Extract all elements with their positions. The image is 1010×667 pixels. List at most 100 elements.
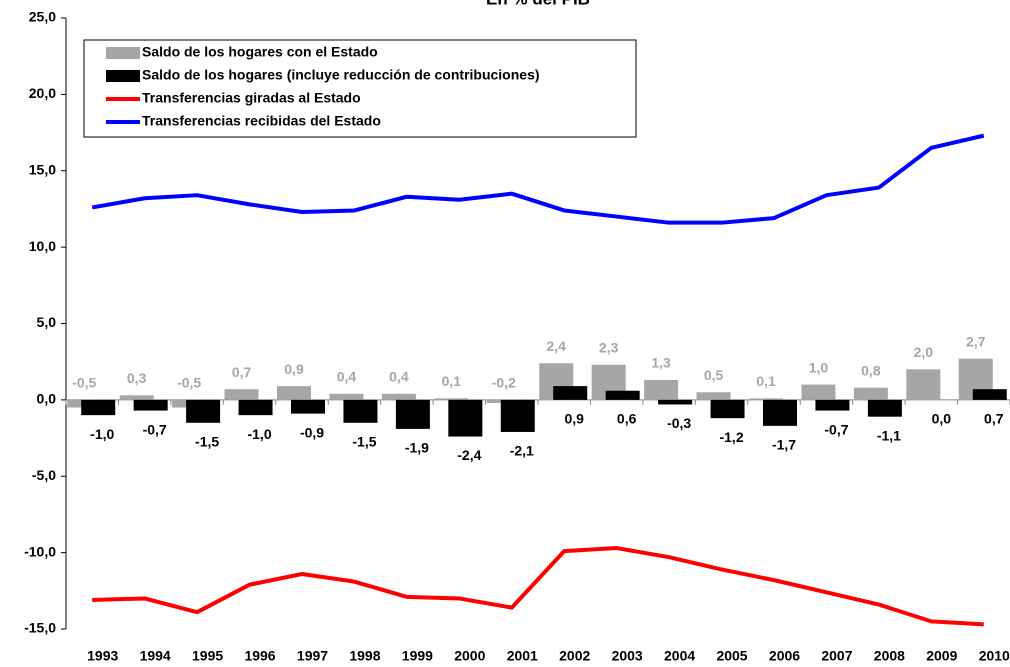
x-tick-label: 1993 [87, 648, 118, 664]
value-label: 0,9 [284, 361, 304, 377]
legend-label: Saldo de los hogares con el Estado [142, 44, 378, 60]
value-label: 0,1 [756, 373, 776, 389]
bar [291, 399, 325, 414]
value-label: 0,4 [389, 368, 409, 384]
value-label: 0,3 [127, 370, 147, 386]
x-tick-label: 2004 [664, 648, 695, 664]
value-label: 2,0 [914, 344, 934, 360]
x-tick-label: 2001 [507, 648, 538, 664]
bar [238, 399, 273, 416]
value-label: -1,9 [405, 440, 429, 456]
value-label: 2,3 [599, 339, 619, 355]
bar [906, 369, 941, 400]
legend-label: Transferencias giradas al Estado [142, 90, 361, 106]
x-tick-label: 2002 [559, 648, 590, 664]
value-label: 0,5 [704, 367, 724, 383]
bar [710, 399, 745, 419]
value-label: -1,0 [247, 426, 271, 442]
x-tick-label: 1999 [402, 648, 433, 664]
bar [434, 398, 469, 400]
bar [658, 399, 693, 405]
x-tick-label: 2009 [926, 648, 957, 664]
bar [81, 399, 116, 416]
line [91, 133, 985, 225]
value-label: 1,0 [809, 359, 829, 375]
value-label: 0,4 [337, 368, 357, 384]
value-label: 2,4 [546, 338, 566, 354]
bar [644, 380, 679, 400]
value-label: 0,1 [442, 373, 462, 389]
x-tick-label: 1998 [349, 648, 380, 664]
value-label: 0,8 [861, 362, 881, 378]
value-label: -0,5 [177, 375, 201, 391]
y-tick-label: 20,0 [29, 85, 56, 101]
value-label: 0,7 [232, 364, 252, 380]
value-label: -2,1 [510, 443, 534, 459]
value-label: -1,2 [719, 429, 743, 445]
bar [277, 386, 311, 400]
x-tick-label: 1997 [297, 648, 328, 664]
value-label: 0,6 [617, 411, 637, 427]
value-label: -2,4 [457, 447, 481, 463]
legend-swatch [106, 70, 140, 82]
bar [395, 399, 430, 429]
bar [329, 393, 364, 400]
value-label: -0,7 [824, 421, 848, 437]
bar [696, 392, 731, 400]
x-tick-label: 2008 [874, 648, 905, 664]
x-tick-label: 1994 [140, 648, 171, 664]
value-label: 1,3 [651, 355, 671, 371]
y-tick-label: 25,0 [29, 9, 56, 25]
x-tick-label: 2000 [454, 648, 485, 664]
x-tick-label: 2005 [716, 648, 747, 664]
value-label: -0,5 [72, 375, 96, 391]
bar [605, 390, 640, 400]
bar [801, 384, 836, 400]
legend-box [83, 39, 637, 138]
y-tick-label: 5,0 [37, 314, 57, 330]
value-label: -1,1 [877, 427, 901, 443]
legend-label: Transferencias recibidas del Estado [142, 113, 381, 129]
x-tick-label: 1995 [192, 648, 223, 664]
bar [500, 399, 535, 432]
line [92, 546, 984, 627]
bar [224, 389, 259, 400]
bar [448, 399, 483, 437]
bar [186, 399, 221, 423]
y-tick-label: 15,0 [29, 161, 56, 177]
value-label: -0,9 [300, 424, 324, 440]
bar [119, 395, 154, 400]
value-label: -0,7 [143, 421, 167, 437]
y-tick-label: 0,0 [37, 391, 57, 407]
value-label: -0,3 [667, 415, 691, 431]
x-tick-label: 1996 [244, 648, 275, 664]
bar [749, 398, 783, 400]
y-tick-label: -15,0 [24, 620, 56, 636]
x-tick-label: 2006 [769, 648, 800, 664]
legend-label: Saldo de los hogares (incluye reducción … [142, 67, 540, 83]
bar [853, 387, 888, 400]
x-tick-label: 2010 [979, 648, 1010, 664]
bar [553, 386, 588, 400]
value-label: -1,5 [352, 433, 376, 449]
value-label: -1,0 [90, 426, 114, 442]
bar [133, 399, 168, 411]
value-label: -1,5 [195, 433, 219, 449]
chart-title: En % del PIB [486, 0, 590, 8]
bar [867, 399, 902, 417]
bar [815, 399, 850, 411]
value-label: 0,0 [932, 411, 952, 427]
x-tick-label: 2007 [821, 648, 852, 664]
x-tick-label: 2003 [612, 648, 643, 664]
value-label: 0,7 [984, 411, 1004, 427]
y-tick-label: -10,0 [24, 543, 56, 559]
bar [343, 399, 378, 423]
value-label: 2,7 [966, 333, 986, 349]
bar [972, 389, 1007, 400]
value-label: 0,9 [564, 411, 584, 427]
bar [381, 393, 416, 400]
value-label: -0,2 [492, 375, 516, 391]
bar [763, 399, 797, 426]
legend-swatch [106, 47, 140, 59]
